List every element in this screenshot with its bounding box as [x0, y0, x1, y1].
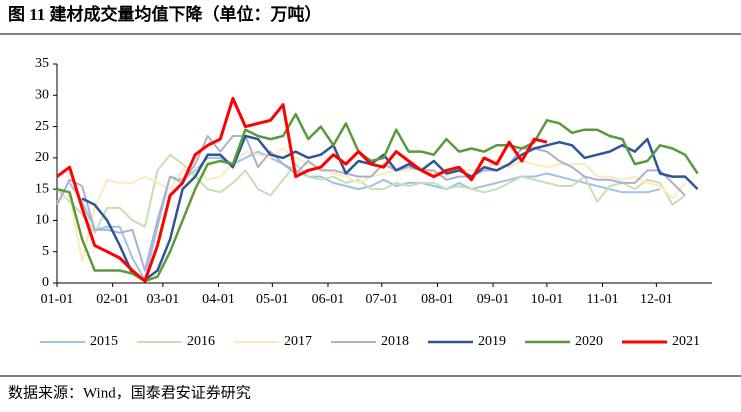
legend-label: 2015: [90, 334, 118, 349]
y-tick-label: 5: [42, 244, 49, 259]
x-tick-label: 10-01: [531, 292, 564, 307]
series-line: [56, 112, 699, 283]
y-tick-label: 10: [35, 213, 49, 228]
series-line: [56, 135, 686, 272]
series-line: [56, 96, 548, 283]
series-line: [56, 153, 686, 234]
x-tick-label: 04-01: [202, 292, 235, 307]
y-tick-label: 15: [35, 181, 49, 196]
x-tick-label: 08-01: [421, 292, 454, 307]
x-tick-label: 09-01: [477, 292, 510, 307]
legend-label: 2018: [381, 334, 409, 349]
x-tick-label: 12-01: [640, 292, 673, 307]
legend-label: 2017: [284, 334, 312, 349]
y-tick-label: 20: [35, 150, 49, 165]
legend-label: 2020: [575, 334, 603, 349]
series-line: [81, 134, 699, 282]
y-tick-label: 30: [35, 88, 49, 103]
x-tick-label: 03-01: [147, 292, 180, 307]
legend-label: 2019: [478, 334, 506, 349]
x-tick-label: 05-01: [256, 292, 289, 307]
x-tick-label: 01-01: [41, 292, 74, 307]
x-tick-label: 06-01: [312, 292, 345, 307]
y-tick-label: 0: [42, 275, 49, 290]
legend-label: 2016: [187, 334, 215, 349]
x-tick-label: 07-01: [365, 292, 398, 307]
y-tick-label: 35: [35, 56, 49, 71]
chart-title: 图 11 建材成交量均值下降（单位：万吨）: [8, 4, 322, 24]
y-tick-label: 25: [35, 119, 49, 134]
source: 数据来源：Wind，国泰君安证券研究: [8, 384, 251, 401]
x-tick-label: 11-01: [586, 292, 618, 307]
legend-label: 2021: [672, 334, 700, 349]
x-tick-label: 02-01: [96, 292, 129, 307]
